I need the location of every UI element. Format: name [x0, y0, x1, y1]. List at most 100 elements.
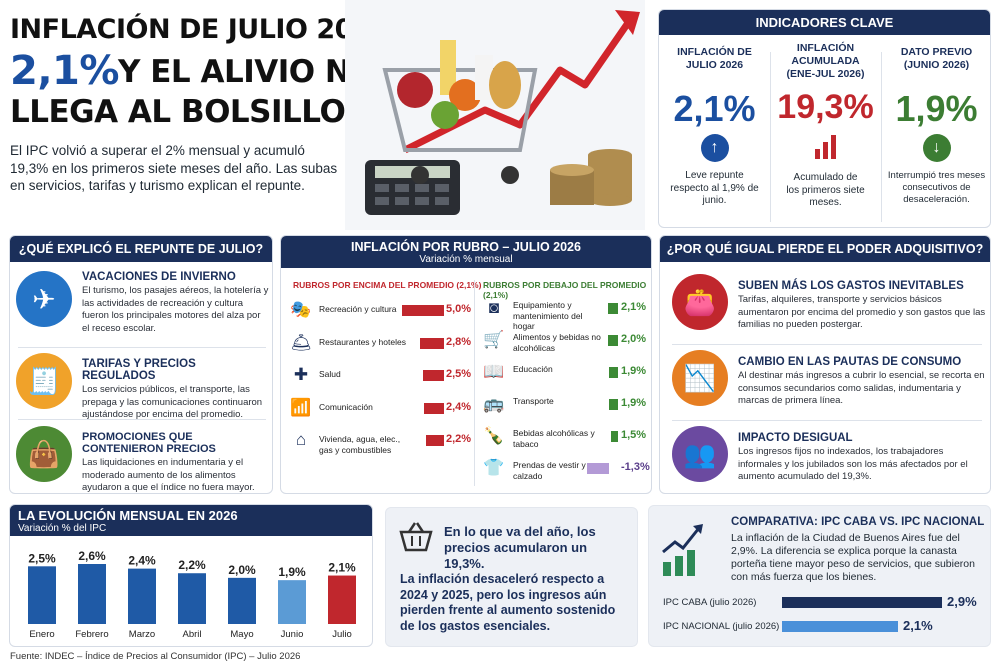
- month-tick-label: Febrero: [75, 629, 108, 640]
- monthly-chart-panel: LA EVOLUCIÓN MENSUAL EN 2026 Variación %…: [9, 504, 373, 647]
- hero-lead: El IPC volvió a superar el 2% mensual y …: [10, 143, 338, 193]
- headline-line3: LLEGA AL BOLSILLO: [10, 94, 346, 130]
- category-label: Prendas de vestir y calzado: [513, 460, 586, 481]
- purchasing-power-header: ¿POR QUÉ IGUAL PIERDE EL PODER ADQUISITI…: [660, 236, 990, 262]
- headline-rate: 2,1%: [10, 48, 119, 94]
- category-value: 2,5%: [446, 368, 472, 380]
- comparison-national-label: IPC NACIONAL (julio 2026): [663, 621, 780, 632]
- comparison-national-bar: [782, 621, 898, 632]
- monthly-subheader: Variación % del IPC: [18, 523, 107, 534]
- indicator-july: INFLACIÓN DE JULIO 2026 2,1% ↑ Leve repu…: [659, 40, 770, 208]
- bar-chart-icon: [814, 135, 836, 159]
- indicator-value: 1,9%: [895, 88, 978, 129]
- washing-machine-icon: ◙: [488, 298, 500, 317]
- category-label: Equipamiento y mantenimiento del hogar: [513, 300, 583, 331]
- category-bar: [608, 367, 618, 378]
- comparison-text: La inflación de la Ciudad de Buenos Aire…: [731, 532, 975, 583]
- by-category-header: INFLACIÓN POR RUBRO – JULIO 2026: [351, 240, 581, 254]
- item-title: VACACIONES DE INVIERNO: [82, 271, 236, 283]
- item-text: El turismo, los pasajes aéreos, la hotel…: [82, 285, 269, 334]
- item-title: SUBEN MÁS LOS GASTOS INEVITABLES: [738, 280, 964, 292]
- wallet-icon: 👛: [672, 274, 728, 330]
- month-tick-label: Junio: [281, 629, 304, 640]
- source-note: Fuente: INDEC – Índice de Precios al Con…: [10, 651, 301, 662]
- comparison-header: COMPARATIVA: IPC CABA VS. IPC NACIONAL: [731, 516, 985, 528]
- item-text: Las liquidaciones en indumentaria y el m…: [82, 457, 255, 493]
- month-value-label: 2,4%: [128, 554, 156, 568]
- category-label: Alimentos y bebidas no alcohólicas: [513, 332, 601, 353]
- item-text: Tarifas, alquileres, transporte y servic…: [738, 294, 986, 330]
- month-tick-label: Mayo: [230, 629, 253, 640]
- category-value: 5,0%: [446, 303, 472, 315]
- category-label: Transporte: [513, 396, 554, 406]
- month-tick-label: Marzo: [129, 629, 155, 640]
- month-bar: [178, 573, 206, 624]
- why-july-panel: ¿QUÉ EXPLICÓ EL REPUNTE DE JULIO? ✈ VACA…: [9, 235, 273, 494]
- category-label: Vivienda, agua, elec., gas y combustible…: [319, 434, 401, 455]
- category-value: 2,4%: [446, 400, 472, 413]
- key-indicators-header: INDICADORES CLAVE: [659, 10, 990, 35]
- item-text: Al destinar más ingresos a cubrir lo ese…: [738, 370, 985, 406]
- shopping-cart-illustration: [345, 0, 645, 230]
- category-value: 1,9%: [621, 397, 647, 409]
- arrow-up-icon: ↑: [700, 134, 729, 162]
- category-label: Recreación y cultura: [319, 304, 397, 314]
- receipt-icon: 🧾: [16, 353, 72, 409]
- month-tick-label: Julio: [332, 629, 352, 640]
- category-label: Salud: [319, 369, 341, 379]
- month-value-label: 2,2%: [178, 558, 206, 572]
- monthly-header: LA EVOLUCIÓN MENSUAL EN 2026: [18, 508, 238, 523]
- month-tick-label: Abril: [182, 629, 201, 640]
- indicator-note: Interrumpió tres meses consecutivos de d…: [887, 170, 986, 205]
- category-label: Comunicación: [319, 401, 373, 412]
- item-text: Los servicios públicos, el transporte, l…: [82, 384, 263, 420]
- month-value-label: 1,9%: [278, 565, 306, 579]
- health-cross-icon: ✚: [293, 365, 309, 384]
- month-bar: [328, 575, 356, 624]
- category-bar: [608, 399, 618, 410]
- comparison-panel: COMPARATIVA: IPC CABA VS. IPC NACIONAL L…: [648, 505, 991, 647]
- category-value: 2,8%: [446, 335, 472, 348]
- category-bar: [423, 402, 444, 414]
- month-bar: [128, 568, 156, 624]
- category-bar: [608, 335, 618, 346]
- growth-chart-icon: [662, 524, 703, 576]
- category-label: Educación: [513, 364, 553, 374]
- item-title: TARIFAS Y PRECIOS REGULADOS: [82, 358, 196, 382]
- tshirt-icon: 👕: [483, 458, 505, 477]
- indicator-accumulated: INFLACIÓN ACUMULADA (ENE-JUL 2026) 19,3%…: [770, 40, 881, 210]
- purchasing-power-panel: ¿POR QUÉ IGUAL PIERDE EL PODER ADQUISITI…: [659, 235, 991, 494]
- basket-icon: [399, 522, 433, 552]
- indicator-note: Leve repunte respecto al 1,9% de junio.: [670, 170, 759, 206]
- month-bar: [278, 580, 306, 624]
- monthly-bar-chart: 2,5% Enero 2,6% Febrero 2,4% Marzo 2,2% Abril 2,…: [28, 549, 356, 640]
- item-title: PROMOCIONES QUE CONTENIERON PRECIOS: [82, 431, 216, 455]
- category-value: 2,2%: [446, 433, 472, 445]
- summary-panel: En lo que va del año, los precios acumul…: [385, 507, 638, 647]
- by-category-subheader: Variación % mensual: [419, 254, 513, 265]
- category-bar: [610, 431, 618, 442]
- category-value: 1,9%: [621, 365, 647, 377]
- category-bar: [420, 337, 444, 349]
- food-cloche-icon: 🛎: [290, 332, 312, 352]
- theater-masks-icon: 🎭: [290, 300, 312, 319]
- indicator-value: 19,3%: [777, 88, 874, 126]
- headline-line2: Y EL ALIVIO NO: [118, 54, 377, 90]
- indicator-previous: DATO PREVIO (JUNIO 2026) 1,9% ↓ Interrum…: [881, 40, 990, 206]
- month-bar: [228, 577, 256, 624]
- trend-down-icon: 📉: [672, 350, 728, 406]
- indicator-note: Acumulado de los primeros siete meses.: [786, 172, 865, 208]
- month-value-label: 2,6%: [78, 549, 106, 563]
- item-title: IMPACTO DESIGUAL: [738, 432, 853, 444]
- category-bar: [425, 435, 444, 446]
- category-label: Bebidas alcohólicas y tabaco: [513, 428, 595, 449]
- summary-accumulated: En lo que va del año, los precios acumul…: [444, 524, 596, 571]
- house-icon: ⌂: [295, 430, 307, 449]
- book-icon: 📖: [483, 362, 505, 381]
- by-category-panel: INFLACIÓN POR RUBRO – JULIO 2026 Variaci…: [280, 235, 652, 494]
- cart-icon: 🛒: [483, 330, 505, 349]
- category-value: 2,0%: [621, 333, 647, 345]
- month-bar: [28, 566, 56, 624]
- indicator-label: INFLACIÓN DE JULIO 2026: [677, 46, 752, 71]
- month-tick-label: Enero: [29, 629, 54, 640]
